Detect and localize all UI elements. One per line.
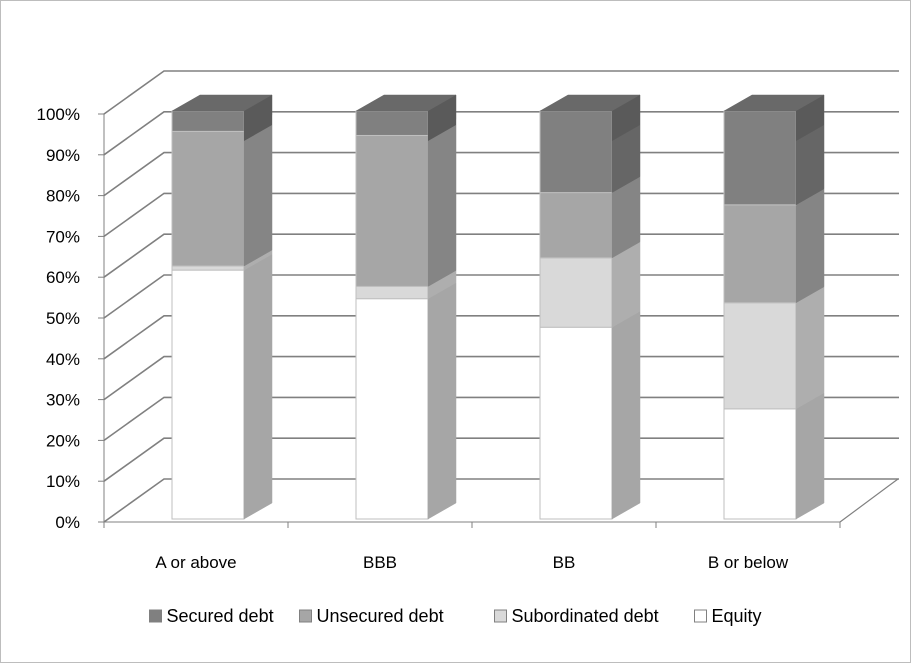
bar-segment-unsecured-debt xyxy=(539,192,613,259)
legend-swatch xyxy=(149,609,162,623)
legend-label: Secured debt xyxy=(167,606,274,626)
legend-swatch xyxy=(494,609,507,623)
bar-side-equity xyxy=(243,253,273,520)
bar-side-top xyxy=(428,95,456,141)
bar-segment-subordinated-debt xyxy=(355,285,429,300)
bar-side-top xyxy=(244,95,272,141)
x-category-label: BBB xyxy=(363,553,397,572)
bar-side-equity xyxy=(611,310,641,520)
bar-side-equity xyxy=(795,392,825,520)
legend: Secured debt Unsecured debt Subordinated d… xyxy=(149,606,762,626)
y-tick-labels: 0% 10% 20% 30% 40% 50% 60% 70% 80% 90% 100% xyxy=(37,105,80,532)
legend-item-equity: Equity xyxy=(694,606,762,626)
y-tick-label: 20% xyxy=(46,431,80,450)
bar-side-top xyxy=(796,95,824,141)
bar-side-subordinated-debt xyxy=(795,286,825,410)
x-category-label: B or below xyxy=(708,553,789,572)
legend-item-secured-debt: Secured debt xyxy=(149,606,274,626)
gridline xyxy=(103,396,899,442)
gridline xyxy=(103,315,899,360)
legend-label: Subordinated debt xyxy=(512,606,659,626)
legend-swatch xyxy=(694,609,707,623)
bar-side-equity xyxy=(427,282,457,520)
bar-segment-subordinated-debt xyxy=(539,257,613,328)
x-category-label: A or above xyxy=(155,553,236,572)
floor-edge xyxy=(839,478,899,523)
bar-segment-unsecured-debt xyxy=(355,134,429,287)
y-tick-label: 100% xyxy=(37,105,80,124)
gridline xyxy=(103,111,899,156)
bar-segment-unsecured-debt xyxy=(171,130,245,267)
y-tick-label: 70% xyxy=(46,227,80,246)
bar-stack-bb xyxy=(539,94,641,520)
bar-side-unsecured-debt xyxy=(795,188,825,304)
bar-segment-subordinated-debt xyxy=(723,302,797,410)
axes xyxy=(98,113,899,528)
y-tick-label: 80% xyxy=(46,187,80,206)
bar-stack-a-or-above xyxy=(171,94,273,520)
bar-stack-b-or-below xyxy=(723,94,825,520)
gridline xyxy=(103,478,899,523)
legend-label: Unsecured debt xyxy=(317,606,444,626)
legend-item-unsecured-debt: Unsecured debt xyxy=(299,606,444,626)
gridline xyxy=(103,192,899,238)
bar-side-unsecured-debt xyxy=(427,119,457,287)
bar-side-top xyxy=(612,95,640,141)
legend-item-subordinated-debt: Subordinated debt xyxy=(494,606,659,626)
gridline xyxy=(103,233,899,278)
gridline xyxy=(103,274,899,319)
gridline xyxy=(103,437,899,482)
bar-segment-equity xyxy=(723,408,797,520)
y-tick-label: 30% xyxy=(46,391,80,410)
bar-segment-secured-debt xyxy=(539,110,613,194)
bar-segment-secured-debt xyxy=(171,110,245,132)
x-category-label: BB xyxy=(553,553,576,572)
y-tick-label: 50% xyxy=(46,309,80,328)
bar-segment-secured-debt xyxy=(355,110,429,136)
bar-segment-subordinated-debt xyxy=(171,265,245,271)
bar-segment-equity xyxy=(355,298,429,520)
y-tick-label: 90% xyxy=(46,146,80,165)
bar-segment-equity xyxy=(539,326,613,520)
gridline xyxy=(103,355,899,401)
y-tick-label: 10% xyxy=(46,472,80,491)
x-category-labels: A or above BBB BB B or below xyxy=(155,553,789,572)
bar-stack-bbb xyxy=(355,94,457,520)
legend-swatch xyxy=(299,609,312,623)
bar-segment-secured-debt xyxy=(723,110,797,206)
y-tick-label: 0% xyxy=(55,513,80,532)
bar-segment-equity xyxy=(171,269,245,520)
gridline xyxy=(103,70,899,115)
y-tick-label: 40% xyxy=(46,350,80,369)
legend-label: Equity xyxy=(712,606,762,626)
bars xyxy=(171,94,825,520)
gridlines xyxy=(103,70,899,523)
y-tick-label: 60% xyxy=(46,268,80,287)
gridline xyxy=(103,151,899,197)
bar-segment-unsecured-debt xyxy=(723,204,797,304)
